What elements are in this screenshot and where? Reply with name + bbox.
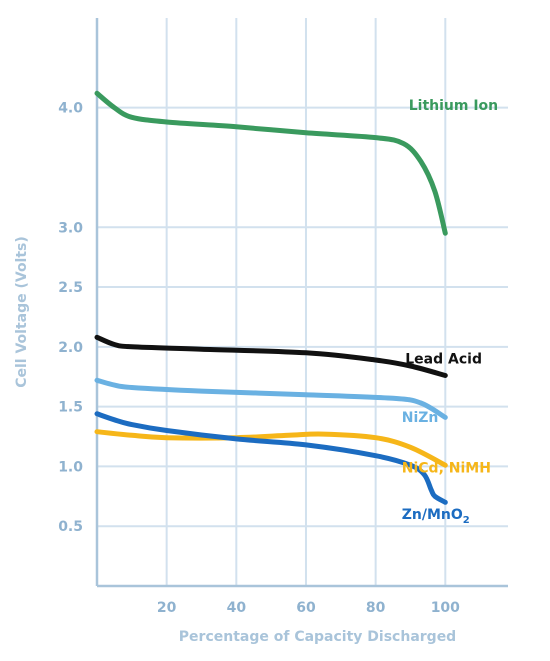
axes [95,18,508,588]
series-label-nicd-nimh: NiCd, NiMH [402,460,491,476]
series-label-lead-acid: Lead Acid [405,352,482,368]
tick-labels: 20 40 60 80 100 0.5 1.0 1.5 2.0 2.5 3.0 4.0 [58,101,460,616]
y-tick-label: 2.5 [58,280,83,296]
x-axis-title: Percentage of Capacity Discharged [179,629,456,645]
y-tick-label: 1.5 [58,400,83,416]
series-line-nicd-nimh [94,429,448,468]
series-labels: Lithium Ion Lead Acid NiZn NiCd, NiMH Zn/MnO… [402,98,498,526]
y-tick-label: 0.5 [58,519,83,535]
y-tick-label: 3.0 [58,220,83,236]
y-tick-label: 4.0 [58,101,83,117]
x-tick-label: 60 [296,600,316,616]
series-lines [94,90,448,505]
series-line-lithium-ion [94,90,448,236]
y-axis-title: Cell Voltage (Volts) [14,236,30,388]
series-label-zn-mno2: Zn/MnO2 [402,507,470,526]
x-tick-label: 40 [227,600,247,616]
series-line-lead-acid [94,334,448,378]
x-tick-label: 80 [366,600,386,616]
y-tick-label: 1.0 [58,459,83,475]
series-label-nizn: NiZn [402,410,439,426]
grid [97,18,508,586]
y-tick-label: 2.0 [58,340,83,356]
series-label-lithium-ion: Lithium Ion [409,98,498,114]
x-tick-label: 20 [157,600,177,616]
series-line-nizn [94,377,448,420]
x-tick-label: 100 [431,600,460,616]
series-line-zn-mno2 [94,411,448,505]
